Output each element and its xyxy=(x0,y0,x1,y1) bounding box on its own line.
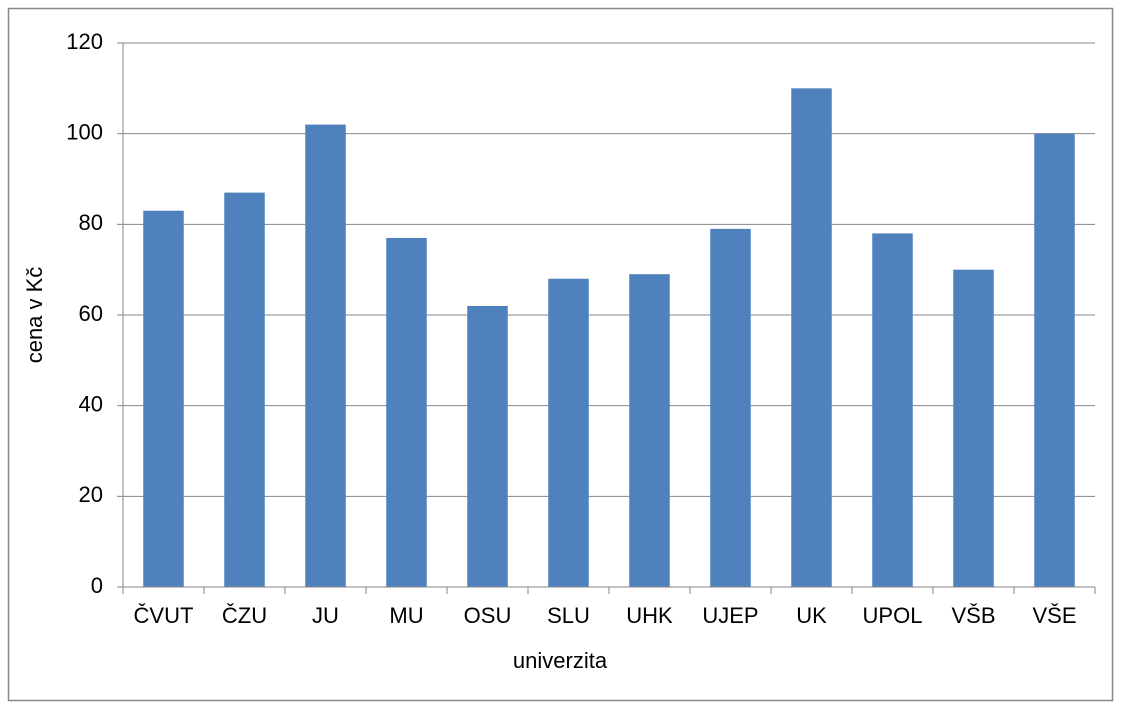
bar xyxy=(386,237,427,587)
y-axis-label: cena v Kč xyxy=(22,267,47,364)
bar xyxy=(629,274,670,587)
x-tick-label: JU xyxy=(312,603,339,628)
x-axis-label: univerzita xyxy=(513,648,608,673)
x-tick-label: VŠB xyxy=(951,603,995,628)
y-tick-label: 100 xyxy=(66,119,103,144)
y-tick-label: 80 xyxy=(79,210,103,235)
x-tick-label: UK xyxy=(796,603,827,628)
bar xyxy=(143,210,184,587)
bar xyxy=(953,269,994,587)
bar xyxy=(467,305,508,587)
y-tick-label: 40 xyxy=(79,391,103,416)
bar xyxy=(1034,133,1075,587)
x-tick-label: UJEP xyxy=(702,603,758,628)
x-tick-label: UPOL xyxy=(863,603,923,628)
x-tick-label: VŠE xyxy=(1032,603,1076,628)
y-tick-label: 0 xyxy=(91,573,103,598)
x-tick-label: MU xyxy=(389,603,423,628)
bar xyxy=(224,192,265,587)
x-tick-label: ČVUT xyxy=(134,603,194,628)
y-tick-label: 60 xyxy=(79,301,103,326)
y-tick-label: 20 xyxy=(79,482,103,507)
bar xyxy=(305,124,346,587)
bar xyxy=(548,278,589,587)
x-tick-label: ČZU xyxy=(222,603,267,628)
x-tick-label: SLU xyxy=(547,603,590,628)
bar xyxy=(791,88,832,587)
x-tick-label: UHK xyxy=(626,603,673,628)
y-tick-label: 120 xyxy=(66,29,103,54)
bar xyxy=(710,228,751,587)
bar xyxy=(872,233,913,587)
x-tick-label: OSU xyxy=(464,603,512,628)
